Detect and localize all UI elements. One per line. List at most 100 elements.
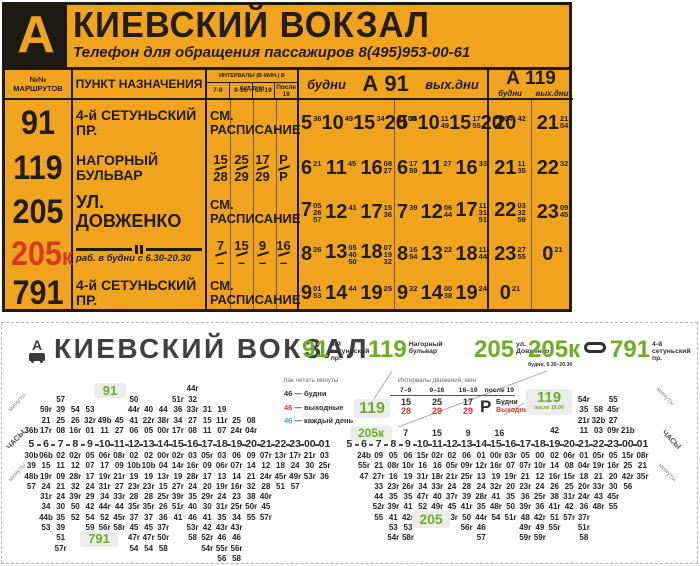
legend-item: 46 — выходные xyxy=(284,402,344,412)
hours-row: 5 6 7 8 9 10 11 12 13 14 15 16 17 18 19 20 21 22 23 00 01 xyxy=(24,437,332,451)
hour-5: 5 xyxy=(346,438,353,450)
interval-subcolumns: 7-9 9-16 16-19 После 19 xyxy=(207,83,297,98)
interval-col-После 19: После 19 xyxy=(274,83,297,98)
time-group: 12 41 xyxy=(325,200,357,223)
minutes-above: 42 11 21r 35 54r 03 32b 58 09r 27 45r 55 21b xyxy=(550,394,635,436)
hour-7: 7 xyxy=(369,437,386,451)
hour-01: 01 xyxy=(315,438,331,450)
time-group: 17 11 31 51 xyxy=(455,199,487,224)
time-group: 12 06 44 xyxy=(420,200,453,223)
schedule-119-weekday: 20 42 21 11 35 22 03 32 59 23 27 55 0 21 xyxy=(489,100,531,312)
schedule-91-weekday: 5 36 10 49 15 34 20 08 6 21 11 45 16 08 27 7 05 26 57 12 41 1… xyxy=(299,100,416,312)
hour-8: 8 xyxy=(384,437,401,451)
grid-badge-791: 791 xyxy=(80,531,118,547)
destination-column: 4-й СЕТУНЬСКИЙ ПР. НАГОРНЫЙ БУЛЬВАР УЛ. ДО… xyxy=(73,100,205,312)
time-group: 8 16 54 xyxy=(397,242,418,265)
time-group: 10 11 49 xyxy=(417,111,450,134)
destination-205к: раб. в будни с 6.30-20.30 xyxy=(73,234,205,274)
time-group: 20 42 xyxy=(494,111,526,134)
hour-20: 20 xyxy=(241,438,258,450)
time-group: 5 36 xyxy=(301,111,322,134)
time-group: 13 05 40 50 xyxy=(325,241,357,266)
hour-20: 20 xyxy=(559,438,576,450)
badge-205k: 205к xyxy=(350,426,392,441)
time-group: 9 01 53 xyxy=(301,281,322,304)
badge-119: 119 xyxy=(354,399,390,418)
minutes-above: 36b 17r 21 59r 08 25 39 57 16r 26 54 01 32r 53 11 49b 27… xyxy=(24,384,258,436)
hour-17: 17 xyxy=(197,438,214,450)
interval-col-7-9: 7-9 xyxy=(213,87,223,94)
intervals-119: 15 28 25 29 17 29 Р Р xyxy=(213,152,290,184)
hour-9: 9 xyxy=(398,437,416,451)
intervals-791: СМ. РАСПИСАНИЕ xyxy=(210,278,301,307)
legend-item: 46 — будни xyxy=(284,389,327,398)
intervals-205k-values: 7 15 9 16 xyxy=(390,428,515,438)
time-group: 8 26 xyxy=(301,242,322,265)
label-119-vyhdni: вых.дни xyxy=(535,88,569,98)
hour-10: 10 xyxy=(95,438,111,450)
destination-205: УЛ. ДОВЖЕНКО xyxy=(76,192,182,231)
time-group: 19 25 xyxy=(360,281,392,304)
hours-row: 5 6 7 8 9 10 11 12 13 14 15 16 17 18 19 20 21 22 23 00 01 xyxy=(342,437,650,451)
minutes-legend: Как читать минуты 46 — будни 46 — выходны… xyxy=(284,377,368,428)
interval-119-value: 17 29 xyxy=(462,397,473,416)
time-group: 22 32 xyxy=(536,156,569,179)
old-sign: А КИЕВСКИЙ ВОКЗАЛ Телефон для обращения … xyxy=(2,2,573,312)
interval-col-после 19: после 19 xyxy=(483,387,515,396)
hour-17: 17 xyxy=(515,438,532,450)
old-sign-table: №№ МАРШРУТОВ 91 119 205 205к 791 ПУНКТ НАЗНА… xyxy=(5,69,573,312)
bus-stop-letter-badge: А xyxy=(5,5,67,67)
col-header-destination: ПУНКТ НАЗНАЧЕНИЯ xyxy=(73,70,205,100)
schedule-119-header: А 119 будни вых.дни xyxy=(489,68,573,98)
hour-16: 16 xyxy=(183,438,199,450)
time-group: 18 07 19 32 xyxy=(360,241,392,266)
time-group: 7 39 xyxy=(397,200,418,223)
old-sign-header: А КИЕВСКИЙ ВОКЗАЛ Телефон для обращения … xyxy=(5,5,569,70)
hour-8: 8 xyxy=(66,437,83,451)
label-budni: будни xyxy=(307,76,346,92)
new-sign: А КИЕВСКИЙ ВОКЗАЛ 91 4-й сетуньский пр. 11… xyxy=(1,322,698,564)
hour-22: 22 xyxy=(271,438,287,450)
hour-7: 7 xyxy=(51,437,68,451)
route-chip-791: 791 4-й сетуньский пр. xyxy=(610,336,691,363)
loop-route-icon xyxy=(584,342,607,353)
interval-col-9–16: 9–16 xyxy=(421,387,453,396)
interval-119-value: 15 28 xyxy=(400,397,411,416)
hour-15: 15 xyxy=(168,438,184,450)
bus-logo: А xyxy=(26,337,48,363)
interval-205k-value: 7 xyxy=(403,428,409,438)
route-number-91: 91 xyxy=(20,103,56,142)
grid-badge-205: 205 xyxy=(412,511,450,528)
time-group: 21 11 35 xyxy=(494,156,526,179)
interval-205k-value: 9 xyxy=(465,428,471,438)
time-group: 10 49 xyxy=(321,111,354,134)
intervals-title: Интервалы движения, мин xyxy=(398,377,477,384)
schedule-119-weekend: 21 21 54 22 32 23 09 45 0 21 xyxy=(530,100,573,312)
interval-205k-value: 15 xyxy=(431,428,442,438)
hour-16: 16 xyxy=(501,438,517,450)
time-group: 16 33 xyxy=(455,156,487,179)
intervals-205к: 7–15–9–16– xyxy=(207,234,297,274)
interval-col-7–9: 7–9 xyxy=(390,387,422,396)
label-a119: А 119 xyxy=(506,68,556,89)
schedule-91-header: будни А 91 вых.дни xyxy=(299,71,487,97)
hour-23: 23 xyxy=(603,438,619,450)
time-group: 0 21 xyxy=(499,281,521,304)
bus-logo-letter: А xyxy=(31,337,43,353)
time-group: 23 09 45 xyxy=(536,200,569,223)
hour-10: 10 xyxy=(413,438,429,450)
time-group: 14 00 38 xyxy=(420,281,453,304)
hour-18: 18 xyxy=(212,438,228,450)
destination-91: 4-й СЕТУНЬСКИЙ ПР. xyxy=(76,107,197,138)
hour-13: 13 xyxy=(139,438,155,450)
hour-15: 15 xyxy=(486,438,502,450)
time-group: 15 17 55 xyxy=(449,111,481,134)
route-chip-205к: 205к будни, 6.30–20.30 xyxy=(528,338,607,368)
interval-col-16–19: 16–19 xyxy=(452,387,484,396)
time-group: 5 36 xyxy=(397,111,418,134)
hour-5: 5 xyxy=(28,438,35,450)
route-number-column: 91 119 205 205к 791 xyxy=(5,100,73,312)
time-group: 21 21 54 xyxy=(536,111,569,134)
hour-22: 22 xyxy=(589,438,605,450)
minute-grid-91-791: 36b 17r 21 59r 08 25 39 57 16r 26 54 01 32r 53 11 49b 27… xyxy=(24,381,332,563)
